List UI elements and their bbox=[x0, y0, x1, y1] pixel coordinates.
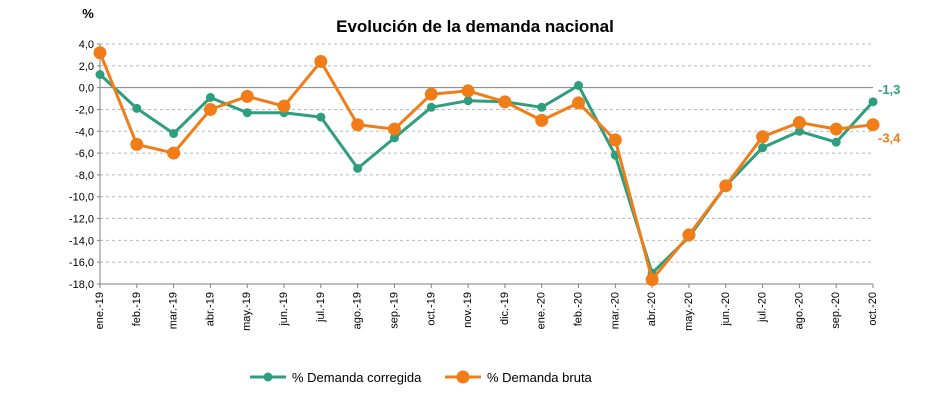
axes bbox=[97, 43, 874, 288]
data-point bbox=[535, 113, 549, 127]
series-group bbox=[93, 46, 880, 287]
x-tick-label: oct.-20 bbox=[867, 292, 879, 326]
end-labels: -1,3 -3,4 bbox=[878, 82, 901, 146]
x-tick-label: jul.-20 bbox=[757, 292, 769, 323]
y-tick-label: -4,0 bbox=[75, 126, 94, 138]
data-point bbox=[167, 146, 181, 160]
data-point bbox=[792, 116, 806, 130]
y-tick-label: -10,0 bbox=[69, 192, 94, 204]
series-line bbox=[98, 52, 874, 282]
y-tick-label: -12,0 bbox=[69, 214, 94, 226]
x-tick-label: feb.-20 bbox=[573, 292, 585, 326]
x-tick-label: jul.-19 bbox=[315, 292, 327, 323]
data-point bbox=[574, 80, 584, 90]
x-tick-label: jun.-19 bbox=[278, 292, 290, 327]
data-point bbox=[461, 84, 475, 98]
data-point bbox=[351, 118, 365, 132]
data-point bbox=[868, 97, 878, 107]
legend-label: % Demanda bruta bbox=[487, 370, 593, 385]
data-point bbox=[205, 92, 215, 102]
data-point bbox=[169, 128, 179, 138]
x-tick-label: mar.-19 bbox=[168, 292, 180, 329]
x-tick-label: ene.-20 bbox=[536, 292, 548, 329]
y-tick-label: -16,0 bbox=[69, 257, 94, 269]
data-point bbox=[387, 122, 401, 136]
series-line bbox=[98, 73, 875, 275]
data-point bbox=[758, 143, 768, 153]
y-tick-label: -14,0 bbox=[69, 235, 94, 247]
data-point bbox=[314, 54, 328, 68]
legend: % Demanda corregida % Demanda bruta bbox=[250, 370, 593, 385]
x-tick-label: ago.-20 bbox=[793, 292, 805, 329]
data-point bbox=[277, 99, 291, 113]
legend-swatch-marker bbox=[263, 372, 273, 382]
data-point bbox=[426, 102, 436, 112]
data-point bbox=[132, 103, 142, 113]
data-point bbox=[130, 137, 144, 151]
x-tick-label: abr.-19 bbox=[204, 292, 216, 326]
data-point bbox=[794, 126, 804, 136]
data-point bbox=[719, 179, 733, 193]
x-tick-label: mar.-20 bbox=[609, 292, 621, 329]
data-point bbox=[353, 163, 363, 173]
data-point bbox=[424, 87, 438, 101]
data-point bbox=[316, 112, 326, 122]
data-point bbox=[389, 133, 399, 143]
data-point bbox=[463, 96, 473, 106]
x-tick-label: jun.-20 bbox=[720, 292, 732, 327]
data-point bbox=[240, 89, 254, 103]
chart-title: Evolución de la demanda nacional bbox=[336, 17, 614, 36]
x-tick-label: may.-19 bbox=[241, 292, 253, 331]
data-point bbox=[831, 137, 841, 147]
gridlines bbox=[100, 43, 873, 285]
data-point bbox=[756, 130, 770, 144]
y-tick-label: 0,0 bbox=[79, 83, 94, 95]
y-axis-unit: % bbox=[82, 6, 94, 21]
x-tick-label: sep.-20 bbox=[830, 292, 842, 329]
end-label: -3,4 bbox=[878, 131, 901, 146]
end-label: -1,3 bbox=[878, 82, 900, 97]
y-tick-label: 4,0 bbox=[79, 39, 94, 51]
data-point bbox=[93, 46, 107, 60]
x-tick-label: feb.-19 bbox=[131, 292, 143, 326]
y-tick-label: -2,0 bbox=[75, 104, 94, 116]
data-point bbox=[242, 108, 252, 118]
data-point bbox=[608, 133, 622, 147]
x-tick-label: nov.-19 bbox=[462, 292, 474, 328]
data-point bbox=[572, 96, 586, 110]
data-point bbox=[537, 102, 547, 112]
x-tick-label: abr.-20 bbox=[646, 292, 658, 326]
x-tick-label: ago.-19 bbox=[352, 292, 364, 329]
y-tick-label: -8,0 bbox=[75, 170, 94, 182]
legend-label: % Demanda corregida bbox=[292, 370, 422, 385]
x-tick-label: oct.-19 bbox=[425, 292, 437, 326]
data-point bbox=[866, 118, 880, 132]
y-tick-label: -18,0 bbox=[69, 279, 94, 291]
y-axis-tick-labels: 4,0 2,0 0,0 -2,0 -4,0 -6,0 -8,0 -10,0 -12,0 -14,0… bbox=[69, 39, 94, 291]
data-point bbox=[645, 273, 659, 287]
x-tick-label: dic.-19 bbox=[499, 292, 511, 325]
y-tick-label: 2,0 bbox=[79, 61, 94, 73]
x-axis-tick-labels: ene.-19 feb.-19 mar.-19 abr.-19 may.-19 jun.-… bbox=[94, 292, 879, 331]
x-tick-label: ene.-19 bbox=[94, 292, 106, 329]
x-tick-label: may.-20 bbox=[683, 292, 695, 331]
x-tick-label: sep.-19 bbox=[388, 292, 400, 329]
data-point bbox=[203, 102, 217, 116]
data-point bbox=[682, 228, 696, 242]
data-point bbox=[498, 95, 512, 109]
data-point bbox=[95, 70, 105, 80]
data-point bbox=[829, 122, 843, 136]
legend-swatch-marker bbox=[456, 370, 470, 384]
y-tick-label: -6,0 bbox=[75, 148, 94, 160]
